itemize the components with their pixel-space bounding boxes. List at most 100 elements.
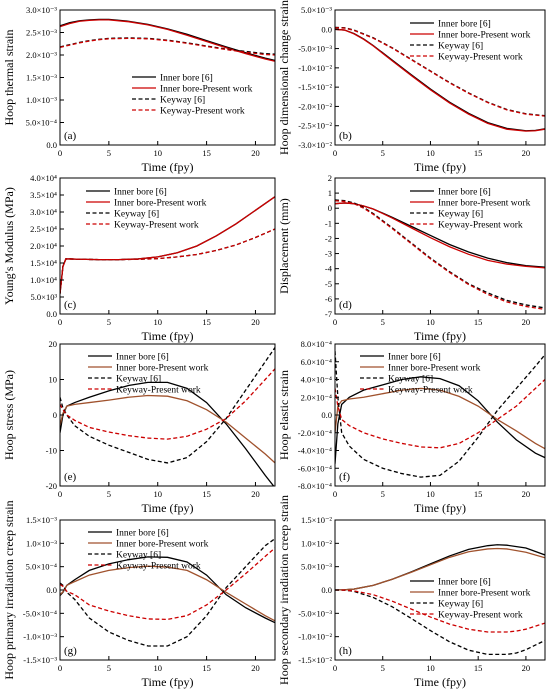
x-tick-label: 0	[333, 148, 337, 158]
series-line-3	[60, 538, 275, 647]
x-tick-label: 0	[58, 489, 62, 499]
y-tick-label: 1.0×10⁻³	[26, 538, 57, 548]
series-line-2	[60, 196, 275, 294]
legend-entry: Keyway [6]	[388, 375, 433, 385]
x-axis-title: Time (fpy)	[414, 501, 466, 515]
series-line-2	[335, 547, 545, 591]
y-axis-title: Hoop elastic strain	[277, 370, 291, 460]
y-tick-label: 2.5×10⁻³	[26, 28, 57, 38]
y-tick-label: -10	[46, 446, 57, 456]
series-line-4	[60, 37, 275, 56]
y-tick-label: 3.0×10⁻³	[26, 5, 57, 15]
x-tick-label: 0	[58, 148, 62, 158]
x-tick-label: 20	[251, 317, 260, 327]
y-tick-label: 4.0×10⁻⁴	[301, 375, 332, 385]
legend-entry: Keyway-Present work	[114, 221, 199, 231]
y-tick-label: 1.0×10⁻³	[26, 95, 57, 105]
x-axis-title: Time (fpy)	[142, 501, 194, 515]
y-tick-label: 5.0×10⁻³	[301, 5, 332, 15]
x-tick-label: 5	[107, 663, 111, 673]
legend-entry: Keyway [6]	[438, 600, 483, 610]
y-tick-label: 1.5×10⁻³	[26, 515, 57, 525]
y-tick-label: 5.0×10⁻³	[301, 562, 332, 572]
series-line-4	[335, 27, 545, 117]
y-tick-label: 0.0	[46, 140, 57, 150]
x-tick-label: 20	[522, 489, 531, 499]
y-tick-label: 0.0	[46, 585, 57, 595]
x-tick-label: 0	[58, 663, 62, 673]
legend-entry: Inner bore [6]	[388, 353, 441, 363]
legend-entry: Keyway [6]	[438, 210, 483, 220]
y-tick-label: 2.0×10⁻⁴	[301, 392, 332, 402]
legend-entry: Keyway-Present work	[438, 221, 523, 231]
panel-label: (g)	[64, 645, 77, 657]
panel-label: (e)	[64, 471, 77, 483]
y-axis-title: Hoop secondary irradiation creep strain	[277, 495, 291, 685]
x-tick-label: 20	[522, 663, 531, 673]
y-tick-label: -20	[46, 481, 57, 491]
y-axis-title: Displacement (mm)	[277, 198, 291, 294]
legend-entry: Inner bore-Present work	[116, 540, 209, 550]
series-line-4	[60, 228, 275, 294]
series-line-2	[60, 565, 275, 622]
y-tick-label: -6	[325, 294, 332, 304]
series-line-2	[335, 28, 545, 132]
y-tick-label: -3	[325, 249, 332, 259]
panel-label: (c)	[64, 299, 77, 311]
legend-entry: Inner bore-Present work	[438, 31, 531, 41]
series-line-3	[335, 589, 545, 656]
y-tick-label: 0	[328, 203, 332, 213]
legend: Inner bore [6]Inner bore-Present workKey…	[410, 188, 531, 231]
chart-panel-6: 0 5 10 15 20 -8.0×10⁻⁴ -6.0×10⁻⁴ -4.0×10⁻⁴ -2.0×…	[277, 339, 546, 515]
y-tick-label: -4.0×10⁻⁴	[298, 446, 332, 456]
y-tick-label: 0	[53, 410, 57, 420]
legend-entry: Keyway [6]	[438, 42, 483, 52]
y-tick-label: -2	[325, 233, 332, 243]
legend-entry: Inner bore-Present work	[116, 364, 209, 374]
legend-entry: Inner bore-Present work	[160, 85, 253, 95]
legend: Inner bore [6]Inner bore-Present workKey…	[410, 578, 531, 621]
y-tick-label: 1.5×10⁻²	[301, 515, 332, 525]
x-tick-label: 10	[153, 148, 162, 158]
legend-entry: Inner bore-Present work	[114, 199, 207, 209]
chart-panel-3: 0 5 10 15 20 0.0 5.0×10³ 1.0×10⁴ 1.5×10⁴ 2.0×10⁴ 2…	[2, 173, 276, 343]
legend-entry: Inner bore-Present work	[388, 364, 481, 374]
y-tick-label: 20	[49, 339, 58, 349]
y-tick-label: -1.0×10⁻²	[298, 63, 332, 73]
x-tick-label: 20	[251, 663, 260, 673]
legend: Inner bore [6]Inner bore-Present workKey…	[88, 353, 209, 396]
y-tick-label: 1	[328, 188, 332, 198]
y-axis-title: Hoop stress (MPa)	[2, 370, 16, 460]
chart-panel-2: 0 5 10 15 20 5.0×10⁻³ 0.0 -5.0×10⁻³ -1.0×10⁻² -1.…	[277, 0, 546, 174]
y-tick-label: 5.0×10⁻⁴	[26, 118, 57, 128]
panel-label: (d)	[339, 299, 352, 311]
legend: Inner bore [6]Inner bore-Present workKey…	[132, 74, 253, 117]
y-tick-label: 1.0×10⁻²	[301, 538, 332, 548]
y-tick-label: -3.0×10⁻²	[298, 140, 332, 150]
y-tick-label: -2.0×10⁻²	[298, 101, 332, 111]
x-tick-label: 15	[474, 317, 483, 327]
x-tick-label: 15	[474, 148, 483, 158]
legend-entry: Keyway [6]	[116, 551, 161, 561]
x-tick-label: 5	[381, 317, 385, 327]
legend-entry: Keyway [6]	[114, 210, 159, 220]
x-tick-label: 10	[426, 663, 435, 673]
legend-entry: Inner bore [6]	[116, 353, 169, 363]
y-tick-label: 3.5×10⁴	[30, 190, 57, 200]
y-tick-label: 10	[49, 375, 58, 385]
x-tick-label: 10	[153, 663, 162, 673]
legend-entry: Keyway-Present work	[116, 562, 201, 572]
y-axis-title: Hoop thermal strain	[2, 30, 16, 126]
x-tick-label: 10	[153, 489, 162, 499]
legend-entry: Inner bore [6]	[114, 188, 167, 198]
y-tick-label: -2.0×10⁻⁴	[298, 428, 332, 438]
x-tick-label: 15	[474, 489, 483, 499]
chart-panel-4: 0 5 10 15 20 -7 -6 -5 -4 -3 -2 -1 0 1 2 Time (fpy) Displ…	[277, 173, 546, 343]
x-axis-title: Time (fpy)	[142, 675, 194, 689]
series-line-4	[335, 379, 545, 449]
y-tick-label: -1	[325, 218, 332, 228]
x-tick-label: 20	[522, 317, 531, 327]
plot-frame	[334, 9, 546, 146]
chart-panel-1: 0 5 10 15 20 0.0 5.0×10⁻⁴ 1.0×10⁻³ 1.5×10⁻³ 2.0×1…	[2, 5, 276, 174]
